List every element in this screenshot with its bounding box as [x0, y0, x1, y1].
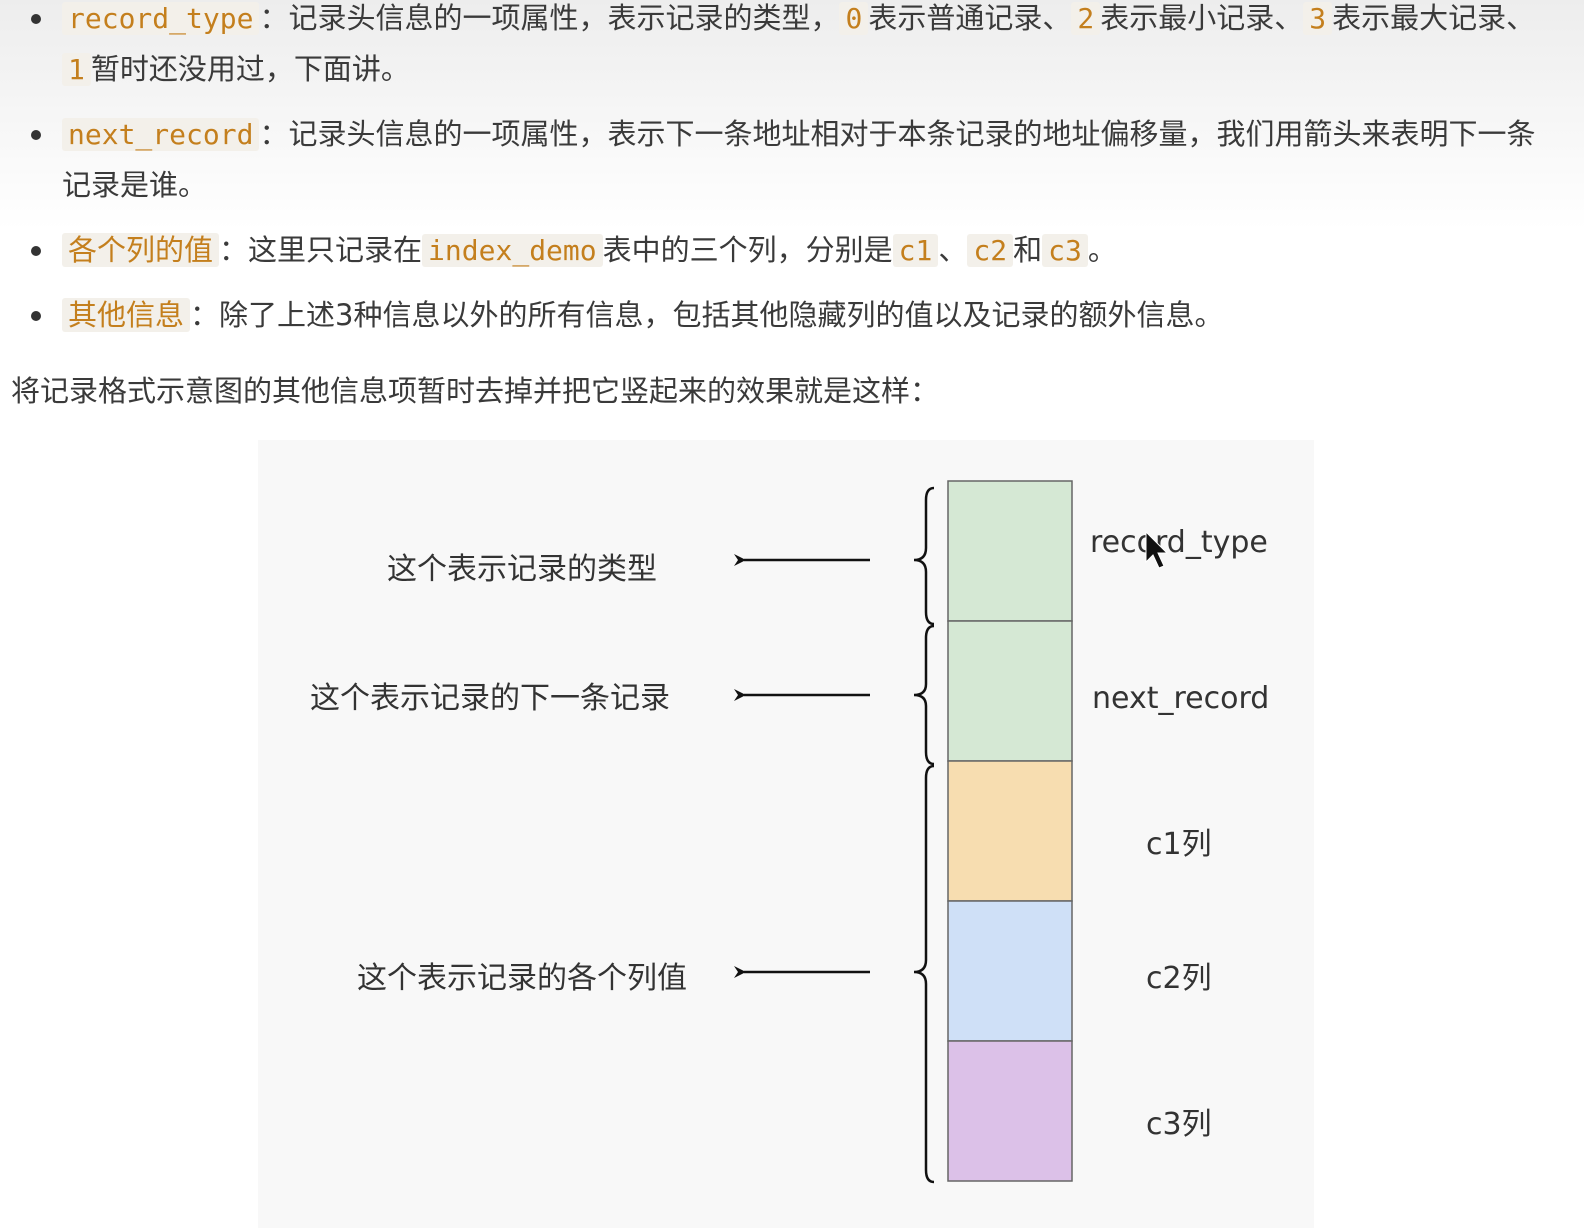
term-column-values: 各个列的值	[62, 233, 220, 267]
text: 。	[1087, 233, 1117, 267]
text: 暂时还没用过，下面讲。	[90, 52, 410, 86]
cell-label-c3: c3列	[1146, 1107, 1212, 1142]
text: 记录头信息的一项属性，表示下一条地址相对于本条记录的地址偏移量，我们用箭头来表明…	[62, 117, 1536, 202]
cell-stack	[947, 480, 1073, 1182]
intro-paragraph: 将记录格式示意图的其他信息项暂时去掉并把它竖起来的效果就是这样：	[11, 374, 940, 408]
bullet-content: 各个列的值 ：这里只记录在 index_demo 表中的三个列，分别是 c1、 c2 和 c3…	[62, 225, 1556, 276]
value-0: 0	[839, 2, 869, 35]
cell-c2	[947, 900, 1073, 1042]
col-c3: c3	[1042, 234, 1088, 267]
separator: 、	[938, 233, 968, 267]
bullet-content: record_type ：记录头信息的一项属性，表示记录的类型， 0 表示普通记录、 2…	[62, 0, 1556, 95]
left-label-next: 这个表示记录的下一条记录	[310, 681, 670, 716]
left-label-type: 这个表示记录的类型	[387, 552, 657, 587]
text: 表中的三个列，分别是	[602, 233, 893, 267]
colon: ：	[259, 1, 289, 35]
brace-column-values	[913, 764, 935, 1184]
cell-label-c2: c2列	[1146, 961, 1212, 996]
bullet-content: next_record ：记录头信息的一项属性，表示下一条地址相对于本条记录的地址…	[62, 109, 1556, 210]
bullet-content: 其他信息 ：除了上述3种信息以外的所有信息，包括其他隐藏列的值以及记录的额外信息。	[62, 290, 1556, 340]
colon: ：	[259, 117, 289, 151]
brace-record-type	[913, 486, 935, 626]
top-shade	[0, 0, 1584, 230]
col-c1: c1	[892, 234, 939, 267]
value-3: 3	[1303, 2, 1333, 35]
bullet-dot	[31, 246, 41, 256]
term-next-record: next_record	[62, 118, 260, 151]
text: 记录头信息的一项属性，表示记录的类型，	[288, 1, 840, 35]
cell-next-record	[947, 620, 1073, 762]
col-c2: c2	[967, 234, 1014, 267]
text: 除了上述3种信息以外的所有信息，包括其他隐藏列的值以及记录的额外信息。	[219, 298, 1224, 332]
mouse-cursor-icon	[1145, 530, 1169, 569]
record-format-figure: record_type next_record c1列 c2列 c3列 这个表示…	[258, 440, 1314, 1228]
record-diagram: record_type next_record c1列 c2列 c3列 这个表示…	[310, 480, 1269, 1184]
cell-c1	[947, 760, 1073, 902]
colon: ：	[190, 298, 220, 332]
cell-c3	[947, 1040, 1073, 1182]
term-record-type: record_type	[62, 2, 260, 35]
value-1: 1	[62, 53, 91, 86]
text: 这里只记录在	[248, 233, 423, 267]
cell-label-next-record: next_record	[1092, 681, 1269, 716]
text: 表示普通记录、	[868, 1, 1072, 35]
text: 和	[1013, 233, 1043, 267]
term-other-info: 其他信息	[62, 298, 191, 332]
text: 表示最大记录、	[1332, 1, 1536, 35]
text: 表示最小记录、	[1100, 1, 1304, 35]
table-name: index_demo	[422, 234, 603, 267]
bullet-dot	[31, 14, 41, 24]
left-label-columns: 这个表示记录的各个列值	[357, 961, 687, 996]
brace-next-record	[913, 624, 935, 766]
value-2: 2	[1071, 2, 1101, 35]
cell-label-record-type: record_type	[1090, 525, 1268, 560]
colon: ：	[219, 233, 249, 267]
bullet-dot	[31, 130, 41, 140]
cell-record-type	[947, 480, 1073, 622]
cell-label-c1: c1列	[1146, 827, 1212, 862]
bullet-dot	[31, 311, 41, 321]
